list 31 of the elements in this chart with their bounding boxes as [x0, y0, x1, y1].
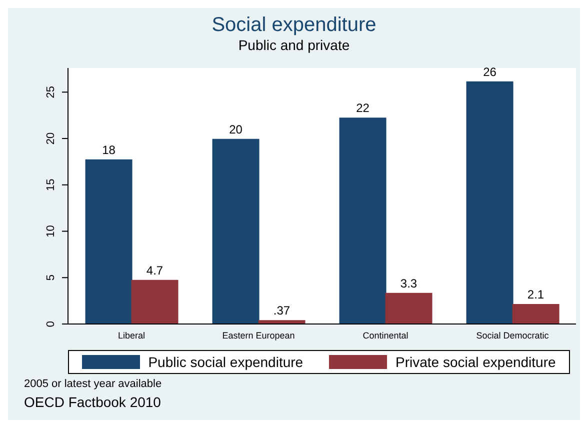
data-label: 2.1 — [527, 288, 544, 302]
y-tick-label: 5 — [45, 274, 57, 281]
y-tick-label: 15 — [45, 178, 57, 191]
y-tick-label: 10 — [45, 225, 57, 238]
text: OECD Factbook 2010 — [24, 394, 162, 410]
bar — [512, 304, 560, 324]
data-label: 20 — [229, 122, 243, 136]
data-label: .37 — [273, 304, 290, 318]
legend-label: Public social expenditure — [147, 354, 304, 370]
data-label: 26 — [483, 64, 497, 79]
chart-subtitle: Public and private — [237, 37, 351, 53]
y-tick-label: 25 — [45, 86, 57, 98]
bar — [466, 81, 514, 324]
x-tick-label: Social Democratic — [476, 330, 550, 340]
data-label: 22 — [356, 101, 370, 116]
x-tick-label: Continental — [362, 330, 408, 340]
data-label: 3.3 — [400, 276, 418, 290]
data-label: 4.7 — [146, 263, 164, 278]
bar — [385, 292, 432, 324]
bar — [131, 280, 178, 324]
x-tick-label: Eastern European — [222, 330, 295, 340]
bar — [85, 159, 132, 324]
y-tick-label: 0 — [45, 320, 57, 328]
bar — [339, 118, 386, 324]
text: 2005 or latest year available — [24, 378, 162, 390]
data-label: 18 — [102, 142, 116, 157]
x-tick-label: Liberal — [118, 330, 146, 340]
bar — [212, 138, 260, 324]
chart-title: Social expenditure — [210, 13, 378, 37]
legend-label: Private social expenditure — [394, 354, 556, 370]
y-tick-label: 20 — [45, 132, 57, 145]
